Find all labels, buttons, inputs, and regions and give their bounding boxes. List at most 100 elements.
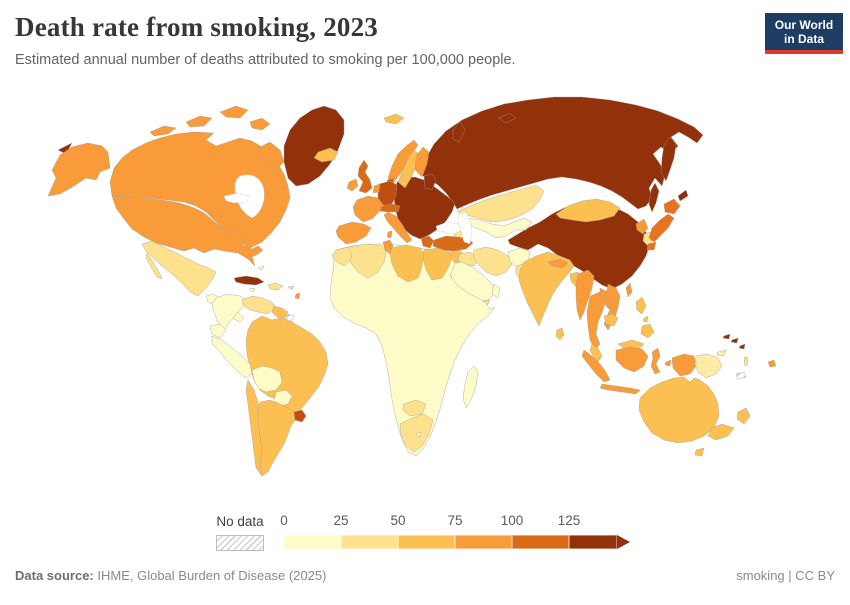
region-arctic-4[interactable] <box>249 117 271 131</box>
region-botswana[interactable] <box>402 399 427 417</box>
region-luzon[interactable] <box>635 296 647 315</box>
region-solomons-2[interactable] <box>730 337 739 344</box>
region-ireland[interactable] <box>346 178 359 192</box>
region-puerto-rico[interactable] <box>287 285 295 291</box>
region-colombia[interactable] <box>211 293 247 331</box>
region-india[interactable] <box>518 251 575 327</box>
region-argentina[interactable] <box>257 399 299 477</box>
region-arctic-3[interactable] <box>219 105 249 119</box>
region-nepal[interactable] <box>547 258 569 269</box>
region-iberia[interactable] <box>335 221 372 245</box>
region-lesotho[interactable] <box>415 431 422 439</box>
region-benelux[interactable] <box>372 183 381 194</box>
region-north-korea[interactable] <box>635 218 649 235</box>
region-south-africa[interactable] <box>399 413 434 453</box>
region-italy[interactable] <box>383 211 413 244</box>
region-sakhalin[interactable] <box>648 182 660 213</box>
legend-segment[interactable] <box>569 535 617 549</box>
region-greece[interactable] <box>420 235 435 249</box>
region-novaya-zemlya[interactable] <box>452 121 466 143</box>
region-west-papua[interactable] <box>671 353 697 377</box>
region-tasmania[interactable] <box>694 447 705 457</box>
region-solomons-1[interactable] <box>722 333 731 340</box>
region-jamaica[interactable] <box>248 287 256 293</box>
region-nz-north[interactable] <box>736 407 751 425</box>
region-ecuador[interactable] <box>209 323 227 339</box>
region-svalbard[interactable] <box>383 113 405 125</box>
region-moluccas[interactable] <box>664 359 672 367</box>
region-vanuatu[interactable] <box>743 355 749 367</box>
region-visayas[interactable] <box>642 315 649 323</box>
region-lesser-antilles[interactable] <box>294 292 301 300</box>
region-baltics[interactable] <box>423 173 437 191</box>
region-peru[interactable] <box>211 335 253 379</box>
region-mindanao[interactable] <box>640 323 655 339</box>
region-kazakhstan[interactable] <box>456 184 545 223</box>
legend-segment[interactable] <box>341 535 398 549</box>
region-alaska[interactable] <box>47 142 111 197</box>
region-greenland[interactable] <box>283 105 345 187</box>
region-iran[interactable] <box>472 246 513 277</box>
region-algeria[interactable] <box>347 243 387 279</box>
region-sulawesi[interactable] <box>650 347 661 375</box>
region-uruguay[interactable] <box>293 409 307 423</box>
legend-segment[interactable] <box>284 535 341 549</box>
region-finland[interactable] <box>414 146 430 178</box>
legend-segment[interactable] <box>398 535 455 549</box>
region-taiwan[interactable] <box>625 282 633 298</box>
region-kurils[interactable] <box>677 189 689 202</box>
region-arctic-islands-ru[interactable] <box>497 112 517 124</box>
region-fiji[interactable] <box>767 359 777 368</box>
legend-bar[interactable] <box>284 535 630 549</box>
region-usa[interactable] <box>111 195 264 267</box>
region-venezuela[interactable] <box>241 295 277 315</box>
legend-segment[interactable] <box>455 535 512 549</box>
region-madagascar[interactable] <box>462 365 479 409</box>
region-oman[interactable] <box>491 283 501 299</box>
legend-no-data-swatch[interactable] <box>216 535 264 551</box>
region-new-britain[interactable] <box>716 349 727 357</box>
region-arctic-2[interactable] <box>185 115 213 128</box>
region-sri-lanka[interactable] <box>555 327 565 341</box>
region-russia[interactable] <box>419 96 704 210</box>
region-sardinia[interactable] <box>386 230 393 239</box>
region-kamchatka[interactable] <box>660 136 677 182</box>
region-mongolia[interactable] <box>555 198 621 223</box>
region-cambodia[interactable] <box>603 313 619 327</box>
legend-segment[interactable] <box>512 535 569 549</box>
region-baffin[interactable] <box>257 141 285 171</box>
region-libya[interactable] <box>389 244 425 283</box>
region-central-asia[interactable] <box>466 217 533 239</box>
region-norway[interactable] <box>387 139 419 183</box>
region-kalimantan[interactable] <box>615 346 649 373</box>
region-nz-south[interactable] <box>707 423 735 441</box>
region-guyana[interactable] <box>271 305 289 321</box>
region-canada[interactable] <box>109 131 291 249</box>
region-alpine[interactable] <box>379 203 401 213</box>
region-myanmar[interactable] <box>575 269 595 321</box>
region-java[interactable] <box>599 383 641 395</box>
region-chukotka-wrap[interactable] <box>57 142 73 155</box>
region-sumatra[interactable] <box>581 349 611 383</box>
region-new-caledonia[interactable] <box>735 371 747 380</box>
region-france[interactable] <box>352 195 384 223</box>
region-japan-hokkaido[interactable] <box>663 198 681 215</box>
footer-license[interactable]: smoking | CC BY <box>736 568 835 583</box>
region-bolivia[interactable] <box>251 365 283 393</box>
region-paraguay[interactable] <box>273 389 293 407</box>
region-australia[interactable] <box>638 376 720 444</box>
region-mexico[interactable] <box>141 240 217 297</box>
region-bahamas[interactable] <box>257 265 265 271</box>
region-arctic-1[interactable] <box>149 125 177 137</box>
region-papua-new-guinea[interactable] <box>694 353 723 379</box>
region-baja[interactable] <box>145 252 163 280</box>
region-japan-honshu[interactable] <box>648 213 675 243</box>
region-japan-kyushu[interactable] <box>646 241 657 251</box>
region-china[interactable] <box>507 200 651 290</box>
region-united-kingdom[interactable] <box>357 159 373 194</box>
region-cuba[interactable] <box>233 275 265 286</box>
region-egypt[interactable] <box>422 247 453 281</box>
region-solomons-3[interactable] <box>738 343 746 350</box>
region-hispaniola[interactable] <box>267 282 284 291</box>
region-iceland[interactable] <box>313 147 339 163</box>
